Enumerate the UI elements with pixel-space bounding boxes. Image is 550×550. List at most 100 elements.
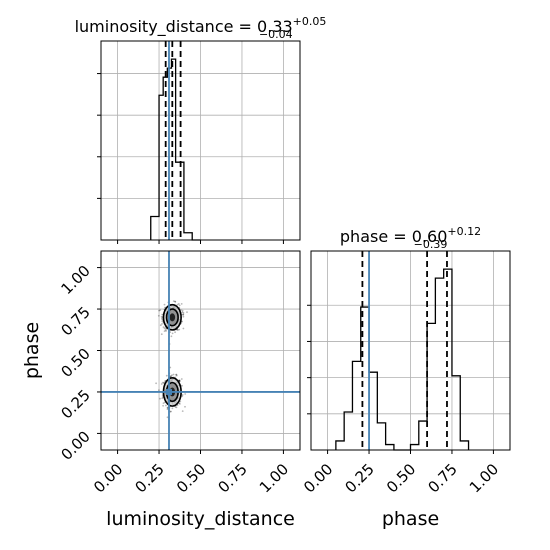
sample-point	[177, 303, 180, 305]
sample-point	[181, 309, 184, 312]
sample-point	[163, 303, 166, 306]
sample-point	[181, 394, 184, 396]
sample-point	[175, 374, 178, 377]
sample-point	[170, 375, 173, 378]
sample-point	[176, 329, 179, 331]
sample-point	[186, 311, 188, 313]
contour-inner	[165, 308, 179, 327]
sample-point	[182, 315, 185, 318]
title-phase: phase = 0.60+0.12 −0.39	[340, 225, 481, 251]
sample-point	[175, 373, 178, 376]
x-tick-label: 0.00	[300, 460, 336, 496]
sample-point	[161, 397, 164, 400]
title-minus: −0.39	[414, 238, 448, 251]
sample-point	[162, 402, 165, 404]
histogram-step	[150, 58, 201, 241]
sample-point	[184, 405, 186, 408]
panel-joint-distribution	[97, 250, 301, 454]
sample-point	[169, 410, 172, 413]
contour-outer	[162, 303, 182, 331]
truth-marker	[165, 388, 172, 395]
sample-point	[166, 416, 169, 419]
sample-point	[174, 300, 177, 303]
sample-point	[181, 320, 184, 323]
sample-point	[172, 373, 175, 376]
title-prefix: phase =	[340, 227, 412, 246]
y-tick-label: 0.25	[57, 386, 93, 422]
sample-point	[175, 373, 178, 376]
title-plus: +0.05	[293, 15, 327, 28]
sample-point	[180, 378, 183, 380]
x-tick-label: 0.75	[214, 460, 250, 496]
sample-point	[181, 311, 184, 313]
x-tick-label: 0.75	[424, 460, 460, 496]
title-value: 0.33	[257, 17, 293, 36]
sample-point	[161, 317, 163, 320]
sample-point	[165, 374, 168, 377]
sample-point	[161, 313, 164, 316]
sample-point	[157, 314, 160, 317]
x-tick-label: 1.00	[256, 460, 292, 496]
x-tick-label: 1.00	[466, 460, 502, 496]
sample-point	[172, 300, 175, 302]
sample-point	[170, 335, 173, 338]
y-tick-label: 0.50	[57, 345, 93, 381]
sample-point	[182, 327, 185, 330]
sample-point	[181, 410, 184, 412]
sample-point	[163, 327, 166, 330]
sample-point	[181, 384, 183, 387]
panel-luminosity-distance-histogram	[97, 40, 301, 244]
sample-point	[161, 320, 164, 323]
x-tick-label: 0.50	[383, 460, 419, 496]
sample-point	[161, 381, 164, 384]
sample-point	[165, 330, 168, 332]
sample-point	[176, 303, 179, 306]
sample-point	[181, 395, 184, 398]
sample-point	[174, 331, 177, 334]
sample-point	[171, 407, 174, 410]
sample-point	[178, 379, 181, 382]
sample-point	[182, 313, 185, 316]
sample-point	[161, 323, 163, 325]
title-luminosity-distance: luminosity_distance = 0.33+0.05 −0.04	[75, 15, 327, 41]
title-plus: +0.12	[447, 225, 481, 238]
y-tick-label: 1.00	[57, 262, 93, 298]
sample-point	[182, 312, 185, 314]
sample-point	[158, 309, 161, 312]
sample-point	[164, 329, 167, 331]
y-tick-label: 0.75	[57, 303, 93, 339]
sample-point	[160, 315, 163, 318]
sample-point	[163, 330, 166, 332]
title-value: 0.60	[412, 227, 448, 246]
sample-point	[162, 404, 165, 407]
x-tick-label: 0.50	[173, 460, 209, 496]
sample-point	[178, 304, 181, 307]
sample-point	[159, 324, 162, 327]
sample-point	[155, 382, 158, 385]
sample-point	[179, 380, 181, 383]
x-tick-label: 0.25	[342, 460, 378, 496]
sample-point	[171, 332, 174, 335]
sample-point	[178, 328, 181, 331]
sample-point	[179, 403, 181, 405]
sample-point	[180, 303, 183, 305]
y-axis-label-phase: phase	[21, 322, 43, 379]
sample-point	[160, 333, 163, 336]
sample-point	[160, 383, 163, 385]
density-region-core	[169, 313, 176, 322]
sample-point	[162, 326, 165, 328]
sample-point	[184, 393, 187, 395]
x-tick-label: 0.25	[132, 460, 168, 496]
y-tick-label: 0.00	[57, 428, 93, 464]
x-axis-label-phase: phase	[382, 508, 439, 530]
panel-phase-histogram	[307, 250, 511, 454]
sample-point	[159, 397, 161, 400]
sample-point	[166, 408, 169, 411]
histogram-step	[335, 268, 470, 451]
title-prefix: luminosity_distance =	[75, 17, 257, 37]
sample-point	[165, 404, 167, 407]
sample-point	[174, 406, 177, 408]
sample-point	[159, 309, 162, 311]
sample-point	[175, 406, 178, 409]
